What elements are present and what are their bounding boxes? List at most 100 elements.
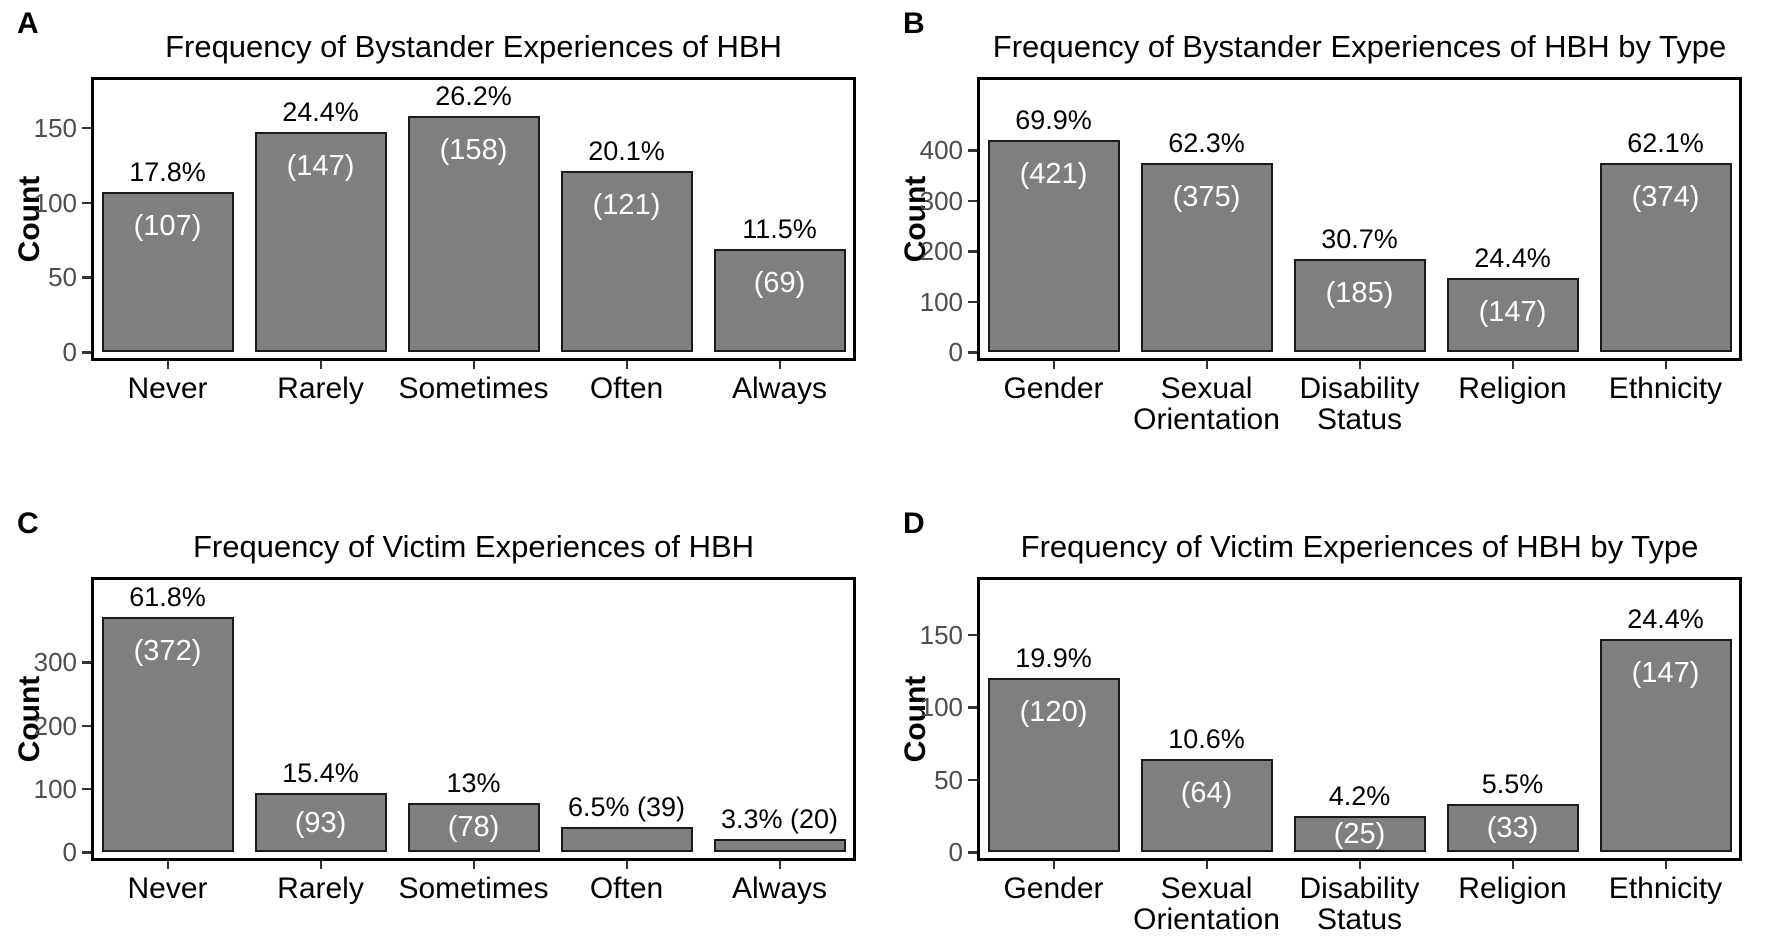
panel-D: D Frequency of Victim Experiences of HBH … xyxy=(886,470,1772,940)
y-tick-label: 100 xyxy=(33,187,77,218)
bar-never xyxy=(101,616,234,852)
bar-sexual-orientation xyxy=(1140,162,1273,352)
percent-label: 30.7% xyxy=(1321,223,1398,254)
x-axis-label-line: Never xyxy=(127,872,208,905)
x-tick-mark xyxy=(1205,361,1208,369)
x-axis-label-line: Ethnicity xyxy=(1608,872,1723,905)
percent-label: 62.1% xyxy=(1627,128,1704,159)
percent-label: 69.9% xyxy=(1015,104,1092,135)
y-tick-mark xyxy=(82,724,91,728)
x-axis-label-line: Gender xyxy=(1003,872,1104,905)
x-axis-label-line: Ethnicity xyxy=(1608,372,1723,405)
x-axis-label-sexual-orientation: Sexual Orientation xyxy=(1133,373,1280,435)
x-axis-label-line: Often xyxy=(589,872,664,905)
percent-label: 13% xyxy=(446,767,501,798)
x-axis-label-often: Often xyxy=(590,873,663,904)
y-tick-label: 100 xyxy=(919,286,963,317)
x-axis-label-line: Orientation xyxy=(1133,903,1280,936)
percent-label: 11.5% xyxy=(742,213,817,244)
x-tick-mark xyxy=(1664,361,1667,369)
x-tick-mark xyxy=(1358,861,1361,869)
x-axis-label-line: Disability xyxy=(1299,372,1420,405)
x-axis-label-line: Status xyxy=(1316,403,1403,436)
count-label: (120) xyxy=(1019,696,1088,729)
chart-title: Frequency of Bystander Experiences of HB… xyxy=(165,29,782,64)
x-axis-label-rarely: Rarely xyxy=(277,373,364,404)
x-tick-mark xyxy=(1664,861,1667,869)
panel-A: A Frequency of Bystander Experiences of H… xyxy=(0,0,886,470)
x-tick-mark xyxy=(1358,361,1361,369)
bar-always xyxy=(713,248,846,352)
bar-sometimes xyxy=(407,115,540,352)
bar-never xyxy=(101,192,234,352)
percent-label: 17.8% xyxy=(129,157,206,188)
count-label: (147) xyxy=(1631,657,1700,690)
x-axis-label-rarely: Rarely xyxy=(277,873,364,904)
x-tick-mark xyxy=(1511,361,1514,369)
count-label: (78) xyxy=(447,811,500,844)
x-axis-label-sometimes: Sometimes xyxy=(398,373,548,404)
x-tick-mark xyxy=(778,361,781,369)
y-tick-label: 50 xyxy=(48,262,77,293)
x-axis-label-line: Disability xyxy=(1299,872,1420,905)
count-label: (107) xyxy=(133,210,202,243)
y-tick-mark xyxy=(968,706,977,709)
panel-B: B Frequency of Bystander Experiences of H… xyxy=(886,0,1772,470)
bar-disability-status xyxy=(1293,815,1426,852)
y-tick-mark xyxy=(82,661,91,664)
chart-title: Frequency of Victim Experiences of HBH xyxy=(192,529,755,564)
count-label: (121) xyxy=(592,189,661,222)
panel-letter: D xyxy=(903,507,925,540)
x-axis-label-gender: Gender xyxy=(1003,373,1103,404)
x-axis-label-disability-status: Disability Status xyxy=(1299,873,1419,935)
x-tick-mark xyxy=(625,361,628,369)
x-axis-label-line: Gender xyxy=(1003,372,1104,405)
percent-label: 4.2% xyxy=(1328,780,1391,811)
x-tick-mark xyxy=(166,861,169,869)
x-axis-label-always: Always xyxy=(732,373,827,404)
x-axis-label-line: Rarely xyxy=(277,372,364,405)
x-axis-label-ethnicity: Ethnicity xyxy=(1609,373,1722,404)
x-axis-label-line: Never xyxy=(127,372,208,405)
bar-rarely xyxy=(254,132,387,352)
panel-C: C Frequency of Victim Experiences of HBH C… xyxy=(0,470,886,940)
y-tick-label: 0 xyxy=(948,837,963,867)
bar-gender xyxy=(987,678,1120,852)
y-tick-label: 0 xyxy=(948,337,963,367)
y-tick-mark xyxy=(968,250,977,253)
bar-gender xyxy=(987,139,1120,352)
percent-label: 6.5% (39) xyxy=(567,792,686,823)
x-axis-label-disability-status: Disability Status xyxy=(1299,373,1419,435)
x-tick-mark xyxy=(625,861,628,869)
bar-sexual-orientation xyxy=(1140,759,1273,852)
bar-often xyxy=(560,827,693,852)
y-tick-label: 300 xyxy=(919,185,963,216)
y-tick-mark xyxy=(968,851,977,854)
x-axis-label-line: Always xyxy=(731,872,828,905)
x-axis-label-gender: Gender xyxy=(1003,873,1103,904)
percent-label: 26.2% xyxy=(435,80,512,111)
y-tick-mark xyxy=(82,787,91,791)
y-tick-label: 200 xyxy=(919,236,963,267)
y-tick-mark xyxy=(82,351,91,354)
bar-religion xyxy=(1446,277,1579,352)
count-label: (374) xyxy=(1631,181,1700,214)
percent-label: 19.9% xyxy=(1015,643,1092,674)
y-tick-label: 150 xyxy=(919,619,963,650)
x-axis-label-religion: Religion xyxy=(1458,873,1566,904)
panel-letter: C xyxy=(17,507,39,540)
percent-label: 5.5% xyxy=(1481,769,1544,800)
count-label: (25) xyxy=(1333,817,1386,850)
x-tick-mark xyxy=(1052,861,1055,869)
percent-label: 24.4% xyxy=(282,97,359,128)
count-label: (375) xyxy=(1172,180,1241,213)
x-tick-mark xyxy=(319,361,322,369)
bar-disability-status xyxy=(1293,258,1426,352)
x-axis-label-often: Often xyxy=(590,373,663,404)
y-tick-label: 0 xyxy=(62,337,77,367)
x-axis-label-line: Often xyxy=(589,372,664,405)
y-tick-mark xyxy=(82,851,91,854)
x-axis-label-sometimes: Sometimes xyxy=(398,873,548,904)
bar-ethnicity xyxy=(1599,163,1732,352)
y-tick-label: 0 xyxy=(62,837,77,867)
